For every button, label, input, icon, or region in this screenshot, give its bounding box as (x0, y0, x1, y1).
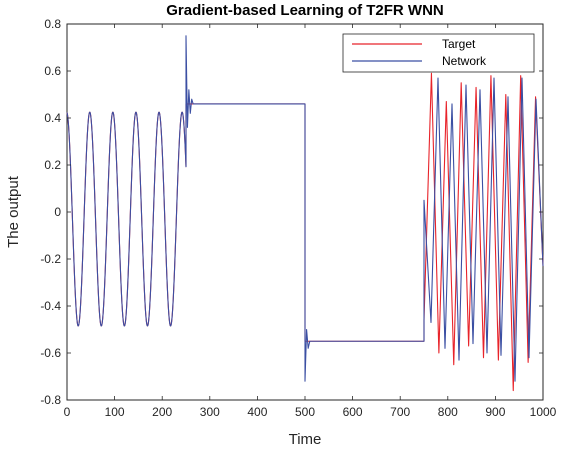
y-tick-label: -0.6 (40, 346, 61, 360)
legend-label-network: Network (442, 54, 487, 68)
y-tick-label: -0.2 (40, 252, 61, 266)
x-tick-label: 800 (438, 405, 458, 419)
x-tick-label: 400 (247, 405, 267, 419)
x-tick-label: 700 (390, 405, 410, 419)
series-layer (66, 35, 544, 392)
y-tick-label: 0.2 (44, 158, 61, 172)
y-tick-label: 0 (54, 205, 61, 219)
y-tick-label: -0.8 (40, 393, 61, 407)
legend: Target Network (342, 33, 535, 73)
chart-title: Gradient-based Learning of T2FR WNN (166, 2, 444, 19)
x-tick-label: 500 (295, 405, 315, 419)
y-axis-title: The output (5, 175, 22, 248)
y-tick-label: 0.4 (44, 111, 61, 125)
ticks-layer: 0 100 200 300 400 500 600 700 800 900 1000 -0.8 -0.6… (40, 17, 556, 419)
x-tick-label: 100 (105, 405, 125, 419)
series-line-network (66, 35, 544, 382)
y-tick-label: 0.6 (44, 64, 61, 78)
x-tick-label: 300 (200, 405, 220, 419)
x-tick-label: 200 (152, 405, 172, 419)
x-axis-title: Time (289, 431, 322, 448)
y-tick-label: 0.8 (44, 17, 61, 31)
x-tick-label: 0 (64, 405, 71, 419)
x-tick-label: 900 (485, 405, 505, 419)
legend-label-target: Target (442, 37, 476, 51)
x-tick-label: 600 (343, 405, 363, 419)
y-tick-label: -0.4 (40, 299, 61, 313)
legend-box (342, 33, 535, 73)
x-tick-label: 1000 (530, 405, 557, 419)
